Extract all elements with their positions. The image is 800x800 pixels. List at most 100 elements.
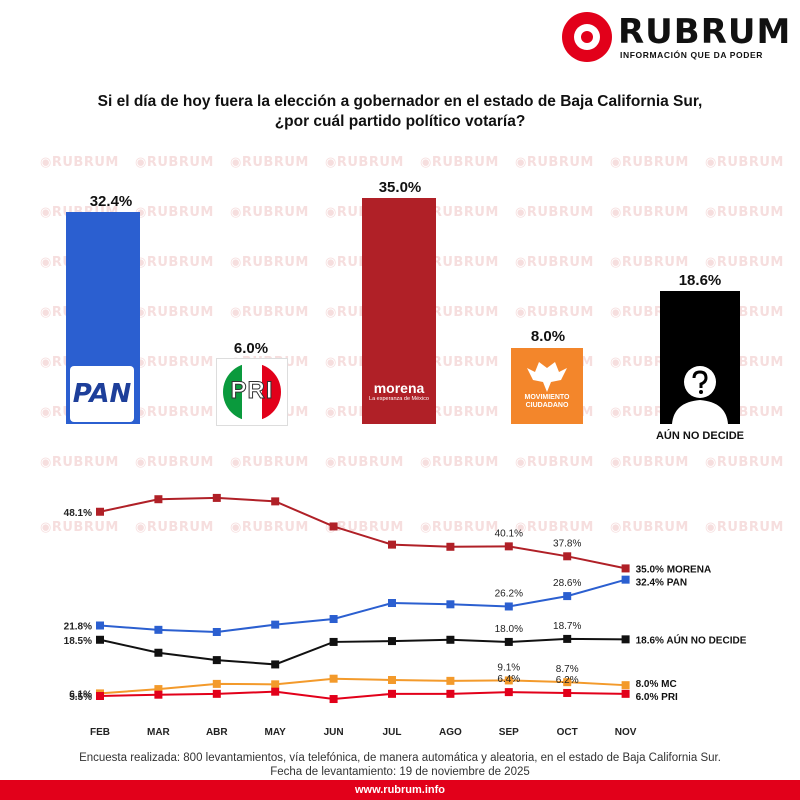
x-tick-abr: ABR [206, 727, 228, 738]
watermark: ◉RUBRUM [40, 455, 119, 470]
point-mc-ago [446, 676, 455, 685]
mc-logo-line1: MOVIMIENTO [524, 394, 570, 401]
brand-tagline: INFORMACIÓN QUE DA PODER [620, 50, 764, 60]
x-tick-sep: SEP [499, 727, 519, 738]
point-aun-no-decide-feb [96, 635, 104, 644]
watermark: ◉RUBRUM [325, 155, 404, 170]
point-pri-nov [621, 689, 630, 698]
end-label-aun-no-decide: 18.6% AÚN NO DECIDE [636, 633, 747, 646]
point-label-pri-feb: 5.5% [69, 692, 92, 703]
point-morena-sep [504, 542, 513, 551]
watermark: ◉RUBRUM [515, 255, 594, 270]
footer-url[interactable]: www.rubrum.info [0, 780, 800, 800]
watermark: ◉RUBRUM [325, 520, 404, 535]
pan-logo: PAN [70, 366, 134, 422]
title-line-2: ¿por cuál partido político votaría? [274, 113, 526, 130]
watermark: ◉RUBRUM [420, 520, 499, 535]
x-tick-ago: AGO [439, 727, 462, 738]
point-pan-nov [621, 575, 630, 584]
point-morena-abr [212, 493, 221, 502]
point-aun-no-decide-sep [504, 637, 513, 646]
bar-value-pri: 6.0% [233, 340, 269, 357]
morena-logo: morena La esperanza de México [364, 380, 434, 402]
point-aun-no-decide-jul [388, 637, 396, 646]
point-morena-nov [621, 564, 630, 573]
point-mc-jul [388, 675, 396, 684]
series-line-pan [99, 578, 626, 633]
footer-methodology: Encuesta realizada: 800 levantamientos, … [79, 752, 721, 764]
watermark: ◉RUBRUM [135, 355, 214, 370]
end-label-pan: 32.4% PAN [636, 578, 688, 589]
eagle-icon [527, 362, 567, 392]
watermark: ◉RUBRUM [515, 155, 594, 170]
point-morena-jun [329, 522, 338, 531]
bar-value-mc: 8.0% [530, 328, 566, 345]
morena-logo-subtitle: La esperanza de México [369, 396, 429, 402]
watermark: ◉RUBRUM [515, 205, 594, 220]
watermark: ◉RUBRUM [420, 205, 499, 220]
point-pan-may [271, 620, 280, 629]
point-pan-sep [504, 602, 513, 611]
watermark: ◉RUBRUM [610, 255, 689, 270]
watermark: ◉RUBRUM [610, 455, 689, 470]
point-label-pan-oct: 28.6% [553, 578, 581, 589]
point-aun-no-decide-may [271, 660, 280, 669]
bar-morena [362, 198, 436, 424]
morena-logo-text: morena [373, 380, 425, 396]
watermark: ◉RUBRUM [705, 205, 784, 220]
watermark: ◉RUBRUM [420, 305, 499, 320]
chart-title: Si el día de hoy fuera la elección a gob… [40, 92, 760, 132]
watermark: ◉RUBRUM [135, 455, 214, 470]
point-aun-no-decide-nov [621, 635, 630, 644]
point-pri-feb [96, 692, 104, 700]
x-tick-mar: MAR [147, 727, 171, 738]
point-label-pan-feb: 21.8% [64, 622, 92, 633]
point-label-aun-no-decide-feb: 18.5% [64, 636, 92, 647]
bar-value-pan: 32.4% [89, 193, 133, 210]
x-tick-jul: JUL [383, 727, 402, 738]
watermark: ◉RUBRUM [135, 205, 214, 220]
pri-logo-text: PRI [230, 377, 274, 405]
bar-value-undecided: 18.6% [678, 272, 722, 289]
point-pri-may [271, 687, 280, 696]
watermark: ◉RUBRUM [230, 520, 309, 535]
point-mc-sep [504, 676, 513, 685]
point-pan-mar [154, 625, 163, 634]
point-aun-no-decide-jun [329, 637, 338, 646]
x-tick-nov: NOV [615, 727, 637, 738]
watermark: ◉RUBRUM [230, 305, 309, 320]
point-aun-no-decide-ago [446, 635, 455, 644]
footer-date: Fecha de levantamiento: 19 de noviembre … [270, 766, 530, 778]
pri-logo: PRI [216, 358, 288, 426]
watermark: ◉RUBRUM [135, 255, 214, 270]
point-morena-mar [154, 495, 163, 504]
end-label-mc: 8.0% MC [636, 679, 677, 690]
point-label-aun-no-decide-sep: 18.0% [495, 624, 523, 635]
end-label-pri: 6.0% PRI [636, 692, 678, 703]
point-label-pan-sep: 26.2% [495, 588, 523, 599]
watermark: ◉RUBRUM [705, 520, 784, 535]
point-mc-abr [212, 679, 221, 688]
point-pri-jul [388, 689, 396, 698]
watermark: ◉RUBRUM [420, 155, 499, 170]
brand-logo: RUBRUM INFORMACIÓN QUE DA PODER [560, 8, 790, 64]
brand-logo-icon [562, 12, 612, 62]
watermark: ◉RUBRUM [135, 155, 214, 170]
watermark: ◉RUBRUM [420, 455, 499, 470]
point-mc-oct [563, 678, 572, 687]
watermark: ◉RUBRUM [420, 355, 499, 370]
series-line-morena [99, 496, 626, 570]
point-label-morena-oct: 37.8% [553, 538, 581, 549]
brand-name: RUBRUM [618, 12, 792, 52]
point-pri-ago [446, 689, 455, 698]
watermark: ◉RUBRUM [610, 520, 689, 535]
watermark: ◉RUBRUM [515, 455, 594, 470]
bar-value-morena: 35.0% [378, 179, 422, 196]
watermark: ◉RUBRUM [610, 155, 689, 170]
point-morena-may [271, 497, 280, 506]
watermark: ◉RUBRUM [325, 455, 404, 470]
point-morena-ago [446, 542, 455, 551]
point-aun-no-decide-abr [212, 656, 221, 665]
